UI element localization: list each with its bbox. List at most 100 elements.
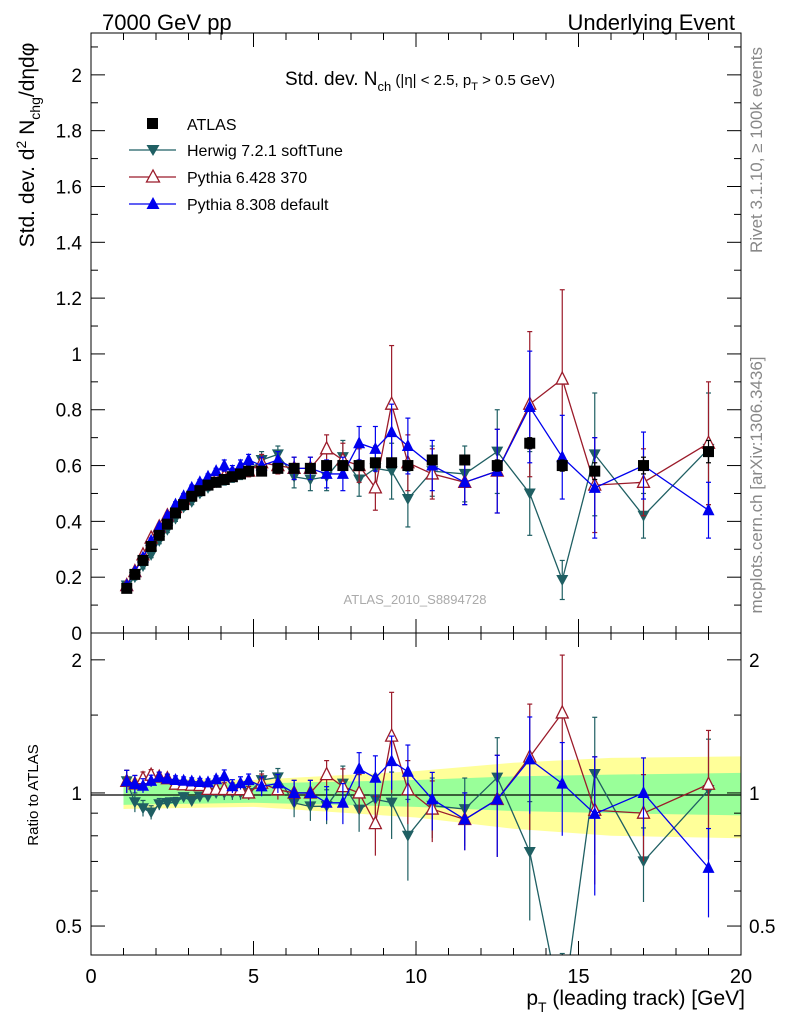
ratio-point-herwig <box>523 846 536 858</box>
main-ytick-label: 0.6 <box>56 457 82 478</box>
point-atlas <box>321 460 333 472</box>
point-atlas <box>170 507 181 519</box>
ratio-point-pythia8 <box>288 785 301 798</box>
legend-entry-atlas: ATLAS <box>147 117 237 134</box>
point-atlas <box>153 529 165 541</box>
main-ytick-label: 1.4 <box>56 233 83 254</box>
point-atlas <box>337 460 349 472</box>
ratio-point-herwig <box>137 803 149 815</box>
main-panel: 0 0.2 0.4 0.6 0.8 1 1.2 1.4 1.6 1.8 2 Std. dev. Nc… <box>13 32 742 645</box>
point-herwig <box>385 466 398 478</box>
ratio-point-herwig <box>401 830 414 842</box>
ratio-point-pythia8 <box>202 775 214 788</box>
point-atlas <box>210 476 222 488</box>
ratio-point-herwig <box>153 799 166 811</box>
main-ytick-label: 0.8 <box>56 401 82 422</box>
point-herwig <box>145 549 158 561</box>
chart-title: Std. dev. Nch (|η| < 2.5, pT > 0.5 GeV) <box>285 69 555 94</box>
point-atlas <box>272 462 284 474</box>
ratio-point-pythia6 <box>241 784 256 799</box>
ratio-point-pythia8 <box>588 806 601 819</box>
title-mid: (|η| < 2.5, p <box>391 72 471 89</box>
ratio-line-herwig <box>126 772 709 955</box>
ratio-line-pythia8 <box>126 758 709 869</box>
ratio-point-pythia6 <box>352 784 367 799</box>
x-tick-label: 20 <box>730 966 752 988</box>
legend-label-pythia8: Pythia 8.308 default <box>187 197 329 214</box>
header-left: 7000 GeV pp <box>102 10 232 35</box>
point-pythia8 <box>369 441 382 454</box>
point-atlas <box>121 582 133 594</box>
series-herwig <box>120 392 715 601</box>
ratio-point-herwig <box>128 797 141 809</box>
point-pythia8 <box>271 452 284 465</box>
main-ytick-label: 0 <box>71 624 82 645</box>
ratio-ytick-label-right: 1 <box>749 784 760 805</box>
point-pythia8 <box>210 464 223 477</box>
ratio-data-layer <box>119 654 716 1020</box>
ratio-point-pythia8 <box>369 770 382 783</box>
y-axis-label: Std. dev. d2 Nchg/dηdφ <box>13 43 43 248</box>
point-atlas <box>524 437 536 449</box>
ratio-tick-labels: 0.5 0.51 12 20 5 10 15 20 <box>56 651 776 988</box>
legend-entry-pythia6: Pythia 6.428 370 <box>129 168 307 187</box>
main-ytick-label: 0.4 <box>56 512 83 533</box>
point-atlas <box>556 460 568 472</box>
ratio-point-pythia8 <box>353 761 366 774</box>
ratio-point-pythia8 <box>702 860 715 873</box>
point-pythia8 <box>702 503 715 516</box>
point-atlas <box>304 462 316 474</box>
point-atlas <box>178 499 190 511</box>
point-atlas <box>402 460 414 472</box>
legend-entry-herwig: Herwig 7.2.1 softTune <box>129 143 343 160</box>
ratio-point-pythia8 <box>137 778 149 791</box>
point-atlas <box>589 465 601 477</box>
ratio-point-pythia6 <box>701 775 716 790</box>
point-atlas <box>288 462 300 474</box>
main-ytick-label: 0.2 <box>56 568 82 589</box>
ratio-point-pythia8 <box>145 773 158 786</box>
ratio-point-pythia8 <box>523 752 536 765</box>
point-atlas <box>145 540 157 552</box>
point-atlas <box>369 457 381 469</box>
main-axis-ticks <box>90 33 742 634</box>
rivet-label: Rivet 3.1.10, ≥ 100k events <box>747 47 766 253</box>
point-pythia8 <box>320 466 333 479</box>
point-atlas <box>243 465 255 477</box>
ratio-point-pythia8 <box>153 770 166 783</box>
ratio-point-pythia8 <box>304 785 317 798</box>
x-tick-label: 10 <box>405 966 427 988</box>
ratio-point-pythia8 <box>458 812 471 825</box>
point-pythia8 <box>353 436 366 449</box>
x-tick-label: 15 <box>567 966 589 988</box>
ratio-point-pythia8 <box>385 754 398 767</box>
series-pythia8 <box>120 350 715 591</box>
ratio-point-pythia8 <box>491 792 504 805</box>
ratio-point-herwig <box>637 856 650 868</box>
ratio-ytick-label: 0.5 <box>56 917 82 938</box>
ratio-point-pythia6 <box>319 766 334 781</box>
header-right: Underlying Event <box>567 10 735 35</box>
point-atlas <box>426 454 438 466</box>
ratio-point-herwig <box>385 797 398 809</box>
point-atlas <box>194 485 206 497</box>
ratio-point-pythia8 <box>271 776 284 789</box>
point-pythia8 <box>458 475 471 488</box>
ratio-point-herwig <box>161 798 174 810</box>
title-sub1: ch <box>378 79 392 94</box>
main-ytick-label: 1 <box>71 345 82 366</box>
point-herwig <box>523 488 536 500</box>
ratio-point-herwig <box>304 801 317 813</box>
ratio-point-herwig <box>556 1009 568 1020</box>
ratio-point-pythia6 <box>368 815 383 830</box>
point-atlas <box>235 468 246 480</box>
ratio-point-pythia8 <box>161 771 174 784</box>
point-pythia8 <box>588 480 601 493</box>
title-sub2: T <box>471 81 478 93</box>
point-atlas <box>638 460 649 472</box>
point-atlas <box>186 490 198 502</box>
main-ytick-label: 2 <box>71 66 82 87</box>
point-pythia6 <box>368 479 383 494</box>
x-tick-label: 0 <box>85 966 96 988</box>
ratio-point-pythia8 <box>336 795 349 808</box>
